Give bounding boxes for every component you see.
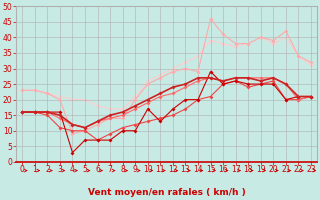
X-axis label: Vent moyen/en rafales ( km/h ): Vent moyen/en rafales ( km/h ) <box>88 188 245 197</box>
